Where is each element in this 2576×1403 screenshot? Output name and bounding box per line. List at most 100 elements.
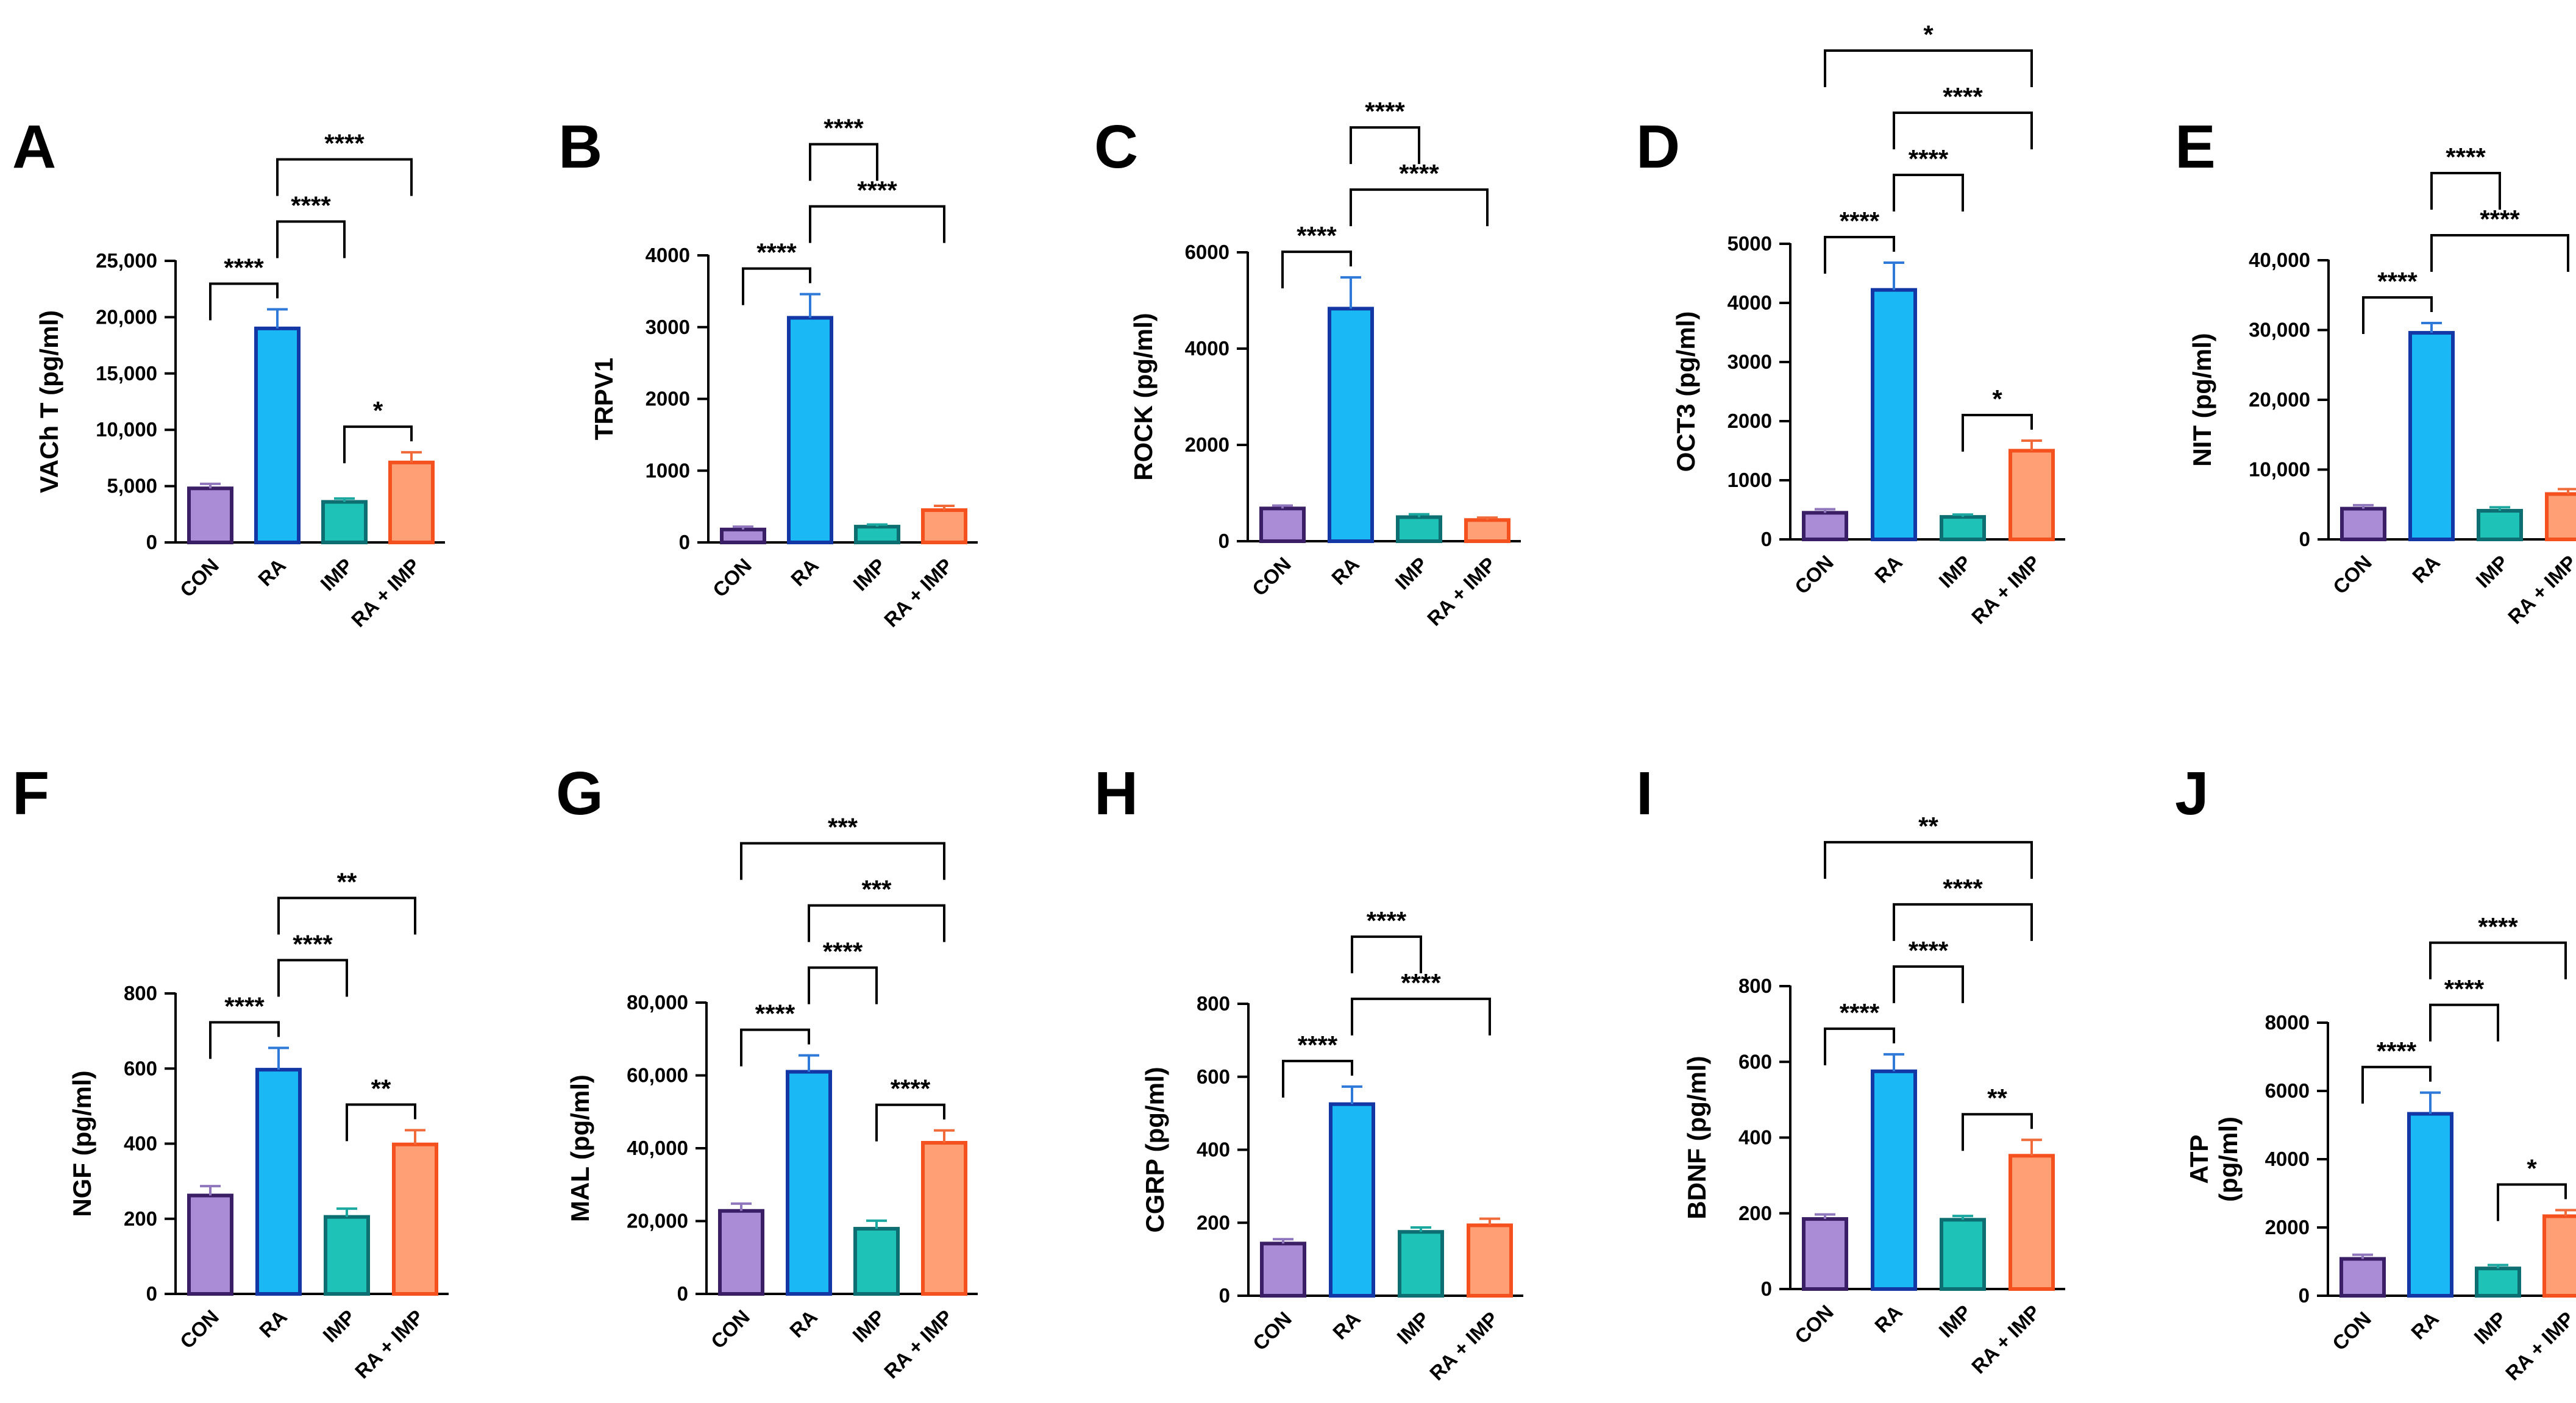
y-tick-label: 0 [1219, 530, 1229, 552]
y-tick-label: 60,000 [627, 1064, 688, 1087]
y-tick-label: 4000 [1727, 291, 1772, 314]
significance-bracket [277, 959, 348, 997]
y-tick-label: 600 [124, 1057, 157, 1079]
significance-label: **** [1840, 207, 1880, 235]
panel-letter: F [12, 759, 49, 828]
x-tick-label: IMP [318, 1305, 360, 1347]
y-axis-label: TRPV1 [589, 358, 618, 440]
significance-label: **** [823, 937, 863, 966]
y-axis-label: NGF (pg/ml) [68, 1070, 96, 1217]
significance-bracket [277, 897, 416, 935]
significance-label: * [1923, 20, 1934, 49]
bar-ra-plus-imp [392, 1142, 438, 1296]
bar-con [718, 1209, 764, 1296]
significance-bracket [808, 966, 878, 1004]
y-tick-label: 30,000 [2249, 319, 2310, 341]
y-tick-label: 0 [146, 531, 157, 553]
significance-bracket [1962, 414, 2033, 452]
y-tick-label: 40,000 [2249, 249, 2310, 271]
significance-bracket [276, 158, 413, 196]
x-tick-label: IMP [1934, 1301, 1976, 1342]
x-tick-label: CON [706, 1305, 754, 1353]
y-tick-label: 10,000 [96, 418, 157, 441]
x-tick-label: IMP [849, 554, 890, 595]
significance-label: **** [1909, 144, 1949, 173]
significance-bracket [2429, 941, 2567, 979]
significance-bracket [209, 1021, 280, 1059]
bar-imp [854, 525, 900, 544]
y-tick-label: 0 [1219, 1284, 1230, 1307]
significance-bracket [2362, 296, 2433, 335]
x-tick-label: RA + IMP [2503, 551, 2576, 628]
bar-imp [2475, 1266, 2521, 1298]
significance-bracket [1282, 1059, 1353, 1098]
panel-letter: D [1636, 113, 1680, 181]
y-tick-label: 3000 [1727, 350, 1772, 373]
bar-ra-plus-imp [2542, 1214, 2576, 1298]
y-axis-label: MAL (pg/ml) [566, 1074, 594, 1222]
x-tick-label: IMP [2471, 551, 2513, 592]
y-axis-label: NIT (pg/ml) [2188, 333, 2216, 466]
y-tick-label: 200 [1197, 1211, 1230, 1234]
y-tick-label: 2000 [1727, 410, 1772, 432]
significance-bracket [809, 205, 945, 243]
x-tick-label: CON [176, 554, 223, 602]
bar-ra [1329, 1102, 1375, 1298]
panel-letter: E [2175, 113, 2216, 181]
panel-G: G 0 20,000 40,000 60,000 80,000 MAL (pg/ml) CON… [556, 759, 978, 1383]
significance-bracket [2430, 234, 2569, 272]
bar-imp [1398, 1230, 1444, 1298]
x-tick-label: RA + IMP [880, 1305, 957, 1383]
significance-label: **** [224, 992, 265, 1020]
y-tick-label: 800 [1738, 975, 1772, 997]
significance-label: **** [291, 191, 331, 219]
panel-letter: A [12, 113, 56, 181]
x-tick-label: CON [1790, 551, 1838, 598]
significance-bracket [1893, 903, 2033, 941]
y-tick-label: 80,000 [627, 991, 688, 1014]
significance-bracket [2361, 1065, 2432, 1104]
y-tick-label: 0 [146, 1282, 157, 1305]
x-tick-label: RA [254, 554, 290, 591]
x-tick-label: RA [255, 1305, 291, 1342]
y-tick-label: 5000 [1727, 232, 1772, 255]
significance-label: **** [2478, 912, 2518, 941]
significance-bracket [1824, 1027, 1895, 1065]
x-tick-label: RA + IMP [1967, 1301, 2044, 1378]
significance-label: ** [371, 1074, 391, 1103]
significance-bracket [809, 143, 878, 181]
y-axis-label: (pg/ml) [2214, 1117, 2243, 1202]
y-tick-label: 200 [1738, 1202, 1772, 1224]
significance-label: ** [1918, 812, 1938, 840]
y-tick-label: 800 [124, 982, 157, 1004]
significance-label: **** [1365, 97, 1405, 126]
x-tick-label: CON [1248, 553, 1295, 600]
bar-imp [1396, 515, 1442, 543]
x-tick-label: RA + IMP [1423, 553, 1500, 630]
significance-label: **** [2377, 267, 2418, 296]
significance-label: * [373, 396, 383, 425]
y-tick-label: 5,000 [107, 475, 157, 497]
bar-ra [254, 326, 301, 544]
significance-bracket [1351, 935, 1422, 973]
significance-bracket [1893, 965, 1964, 1003]
x-tick-label: RA + IMP [1967, 551, 2044, 628]
y-axis-label: BDNF (pg/ml) [1682, 1056, 1711, 1219]
significance-label: **** [755, 1000, 795, 1028]
bar-con [1802, 1217, 1848, 1291]
bar-con [1802, 511, 1848, 541]
x-tick-label: CON [2328, 1307, 2375, 1355]
bar-ra-plus-imp [388, 460, 435, 544]
y-tick-label: 3000 [646, 316, 690, 338]
y-tick-label: 0 [1761, 528, 1772, 550]
bar-con [1260, 1241, 1306, 1298]
y-tick-label: 8000 [2265, 1011, 2310, 1034]
panel-letter: H [1094, 759, 1138, 828]
x-tick-label: RA + IMP [350, 1305, 428, 1383]
x-tick-label: RA [1870, 551, 1907, 588]
y-tick-label: 0 [679, 531, 690, 553]
significance-bracket [2430, 172, 2501, 210]
